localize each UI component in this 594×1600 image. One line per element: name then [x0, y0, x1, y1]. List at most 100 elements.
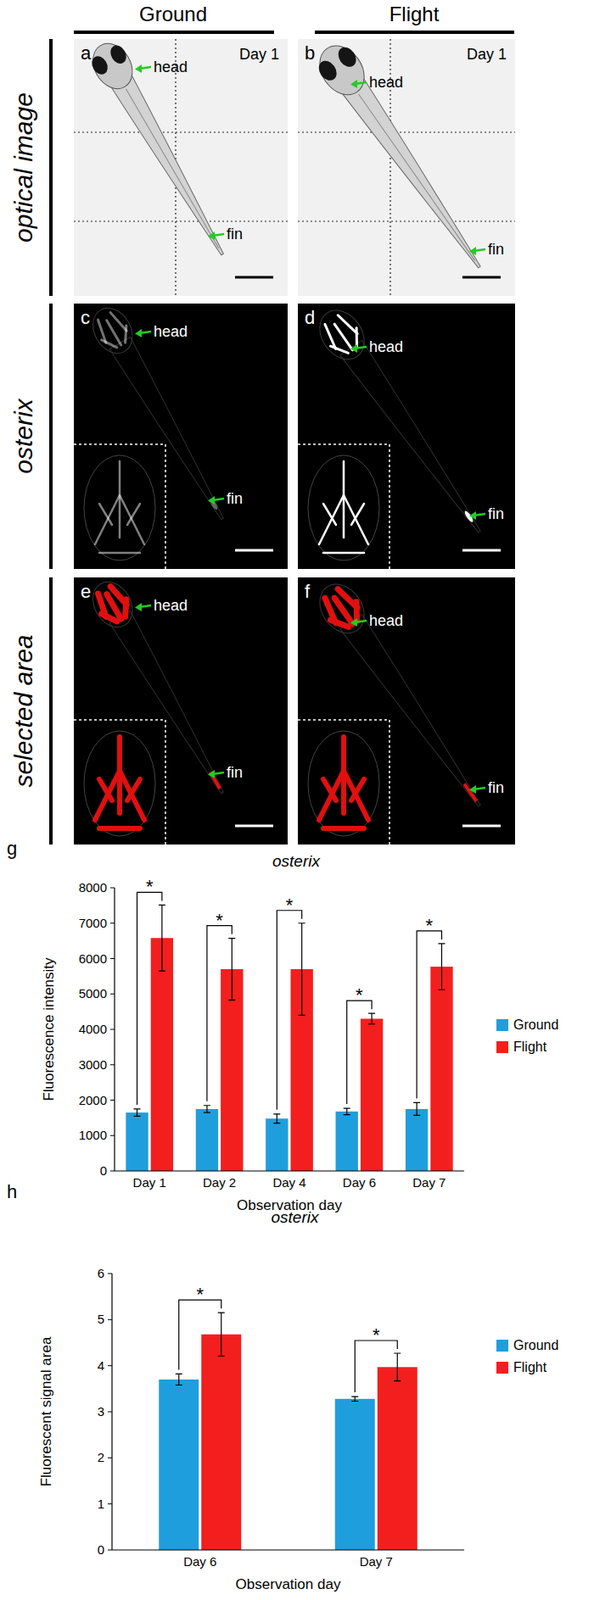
- y-tick: [107, 1366, 113, 1368]
- y-tick: [107, 1320, 113, 1322]
- arrow-head: [350, 79, 358, 89]
- fluorescent-signal: [106, 320, 122, 346]
- error-bar: [368, 1014, 376, 1026]
- bar: [201, 1335, 241, 1552]
- significance-label: *: [215, 910, 224, 932]
- inset-signal: [99, 504, 113, 526]
- inset-signal: [99, 779, 113, 802]
- y-tick: [110, 888, 115, 890]
- error-bar: [343, 1109, 351, 1116]
- significance-bracket: [347, 1001, 372, 1105]
- y-tick: [110, 1030, 115, 1032]
- y-tick-label: 4000: [78, 1022, 107, 1037]
- x-axis: [112, 1550, 465, 1552]
- figure: GroundFlightoptical imageosterixselected…: [0, 0, 594, 1600]
- y-tick-label: 6: [97, 1266, 105, 1282]
- y-tick-label: 4: [97, 1359, 105, 1374]
- y-axis: [111, 1274, 113, 1552]
- selected-area: [330, 614, 349, 634]
- y-tick-label: 0: [97, 1543, 105, 1558]
- panel-bg: [73, 577, 288, 846]
- y-tick: [107, 1412, 113, 1414]
- inset-border: [297, 720, 390, 846]
- y-tick-label: 0: [100, 1164, 107, 1179]
- bar: [265, 1119, 288, 1172]
- fish-eye: [334, 44, 360, 71]
- legend-label: Flight: [513, 1361, 548, 1376]
- fish-head: [310, 302, 374, 369]
- scale-bar: [462, 549, 501, 553]
- panel-letter: a: [80, 42, 92, 64]
- panel: cheadfin: [73, 301, 288, 570]
- fish-body: [109, 72, 233, 262]
- error-bar: [298, 924, 306, 1017]
- row-label: selected area: [9, 634, 38, 788]
- fluorescent-signal: [330, 340, 349, 359]
- error-bar: [203, 1106, 211, 1114]
- error-bar: [134, 1109, 141, 1117]
- inset: [73, 444, 166, 570]
- arrow-head: [134, 603, 142, 612]
- feature-label: head: [369, 612, 404, 630]
- error-bar: [218, 1313, 225, 1357]
- arrow-head: [207, 496, 215, 505]
- y-tick: [110, 923, 115, 925]
- x-tick-label: Day 4: [272, 1176, 306, 1191]
- inset-signal: [319, 495, 369, 545]
- scale-bar: [235, 549, 274, 553]
- x-tick-label: Day 2: [202, 1176, 236, 1191]
- feature-label: head: [153, 597, 188, 615]
- panel-letter: f: [304, 581, 311, 603]
- arrow-head: [134, 329, 142, 338]
- inset-bg: [297, 720, 390, 846]
- significance-label: *: [196, 1284, 204, 1306]
- bar: [336, 1112, 359, 1172]
- feature-label: head: [153, 323, 188, 341]
- bar: [377, 1367, 418, 1552]
- fish-eye: [89, 53, 112, 78]
- arrow-head: [469, 511, 477, 521]
- significance-bracket: [354, 1341, 398, 1394]
- legend-label: Ground: [513, 1339, 559, 1354]
- inset-signal: [351, 504, 365, 526]
- panel: aDay 1headfin: [73, 36, 288, 297]
- dotted-line: [297, 220, 516, 222]
- significance-bracket: [416, 931, 442, 1099]
- panel-bg: [297, 577, 516, 846]
- day-label: Day 1: [239, 45, 280, 63]
- inset: [297, 444, 390, 570]
- dotted-line: [73, 131, 288, 133]
- x-tick-label: Day 7: [359, 1555, 393, 1570]
- fish-head: [310, 576, 374, 643]
- bar: [158, 1380, 199, 1552]
- inset-signal: [342, 461, 346, 538]
- column-bar: [314, 30, 515, 34]
- legend-swatch: [496, 1362, 509, 1375]
- significance-label: *: [285, 895, 294, 917]
- fluorescent-signal: [334, 324, 353, 351]
- x-tick-label: Day 1: [133, 1176, 167, 1191]
- bar: [405, 1109, 428, 1172]
- x-tick-label: Day 6: [342, 1176, 376, 1191]
- y-tick: [107, 1274, 113, 1276]
- inset-signal: [323, 552, 365, 555]
- arrow-head: [134, 64, 142, 73]
- fluorescent-signal: [347, 328, 366, 348]
- row-label: osterix: [9, 397, 38, 474]
- arrow-head: [207, 770, 215, 779]
- significance-label: *: [355, 985, 364, 1007]
- error-bar: [158, 905, 166, 972]
- x-axis-label: Observation day: [235, 1577, 342, 1594]
- y-tick: [107, 1504, 113, 1506]
- inset-signal: [95, 771, 145, 821]
- inset-bg: [297, 444, 390, 570]
- legend-swatch: [496, 1019, 509, 1032]
- inset-signal: [127, 504, 141, 526]
- error-bar: [175, 1374, 183, 1386]
- arrow-head: [350, 618, 358, 628]
- significance-bracket: [137, 892, 163, 1105]
- fish-eye: [314, 57, 341, 85]
- row-bar: [49, 303, 53, 570]
- scale-bar: [462, 276, 501, 280]
- y-tick-label: 2000: [78, 1093, 107, 1109]
